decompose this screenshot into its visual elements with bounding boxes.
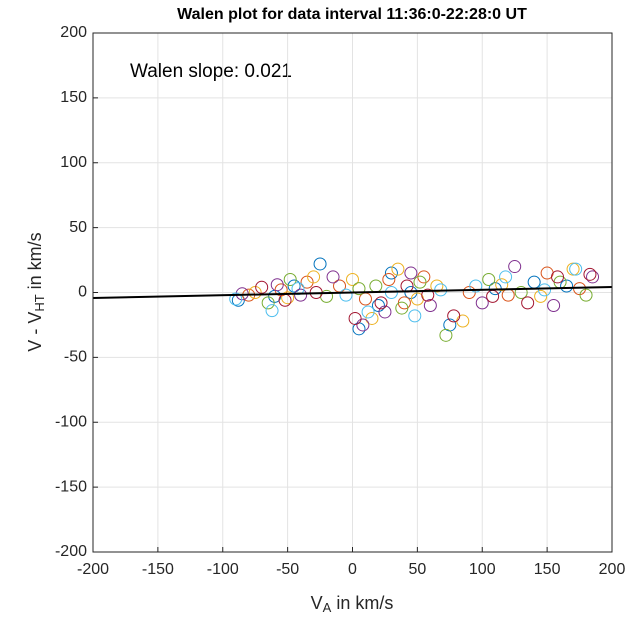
scatter-point [382, 273, 396, 287]
x-axis-label: VA in km/s [311, 593, 394, 616]
scatter-point [326, 270, 340, 284]
y-tick-label: 0 [78, 284, 87, 301]
scatter-point [579, 288, 593, 302]
scatter-point [560, 279, 574, 293]
scatter-point [369, 279, 383, 293]
x-tick-label: 150 [534, 561, 561, 578]
y-tick-label: 100 [60, 154, 87, 171]
scatter-point [586, 270, 600, 284]
scatter-point [514, 286, 528, 299]
scatter-point [307, 270, 321, 284]
scatter-point [270, 278, 284, 292]
scatter-point [348, 311, 362, 325]
y-tick-label: 150 [60, 89, 87, 106]
x-tick-label: 200 [599, 561, 626, 578]
scatter-point [430, 279, 444, 293]
y-tick-label: 200 [60, 24, 87, 41]
scatter-point [408, 309, 422, 323]
scatter-point [566, 262, 580, 276]
scatter-point [404, 286, 418, 299]
y-tick-label: -150 [55, 478, 87, 495]
chart-title: Walen plot for data interval 11:36:0-22:… [177, 6, 527, 23]
scatter-point [229, 292, 243, 306]
scatter-point [300, 275, 314, 289]
scatter-point [265, 304, 279, 318]
scatter-point [352, 282, 366, 296]
scatter-point [278, 293, 292, 307]
scatter-point [333, 279, 347, 293]
scatter-point [521, 296, 535, 310]
scatter-point [475, 296, 489, 310]
x-tick-label: 50 [408, 561, 426, 578]
x-tick-label: 0 [348, 561, 357, 578]
scatter-point [538, 283, 552, 297]
scatter-point [248, 286, 262, 299]
y-tick-label: -50 [64, 349, 87, 366]
plot-frame [92, 32, 613, 553]
scatter-point [508, 260, 522, 274]
scatter-point [346, 273, 359, 287]
scatter-point [283, 273, 297, 287]
fit-line [92, 286, 613, 299]
scatter-point [313, 257, 327, 271]
scatter-point [423, 298, 437, 312]
scatter-point [551, 270, 565, 284]
x-tick-label: -150 [142, 561, 174, 578]
scatter-point [339, 288, 353, 302]
scatter-point [404, 266, 418, 280]
scatter-point [439, 328, 453, 342]
scatter-point [391, 262, 405, 276]
y-axis-label: V - VHT in km/s [25, 232, 48, 351]
scatter-point [456, 314, 470, 328]
scatter-point [413, 275, 427, 289]
scatter-point [395, 301, 409, 315]
scatter-point [358, 292, 372, 306]
scatter-point [281, 291, 295, 305]
scatter-point [499, 270, 513, 284]
scatter-point [527, 275, 541, 289]
scatter-point [569, 262, 583, 276]
scatter-point [378, 305, 392, 319]
x-tick-label: 100 [469, 561, 496, 578]
scatter-point [421, 288, 435, 302]
scatter-point [495, 278, 509, 292]
scatter-point [261, 296, 275, 310]
scatter-point [255, 280, 269, 294]
scatter-point [482, 273, 496, 287]
scatter-point [371, 298, 385, 312]
x-tick-label: -50 [276, 561, 299, 578]
scatter-point [356, 318, 370, 332]
scatter-point [534, 289, 548, 303]
x-tick-label: -200 [77, 561, 109, 578]
y-tick-label: -100 [55, 413, 87, 430]
scatter-point [294, 288, 308, 302]
annotation: Walen slope: 0.021 [130, 61, 292, 82]
y-tick-label: 50 [69, 219, 87, 236]
scatter-point [501, 288, 515, 302]
scatter-point [469, 279, 483, 293]
scatter-point [583, 267, 597, 281]
scatter-point [447, 309, 461, 323]
y-tick-label: -200 [55, 543, 87, 560]
scatter-point [462, 286, 476, 299]
scatter-point [547, 298, 561, 312]
scatter-point [384, 266, 398, 280]
x-tick-label: -100 [207, 561, 239, 578]
scatter-point [287, 279, 301, 293]
scatter-point [365, 311, 379, 325]
scatter-point [361, 305, 375, 319]
scatter-point [374, 296, 388, 310]
